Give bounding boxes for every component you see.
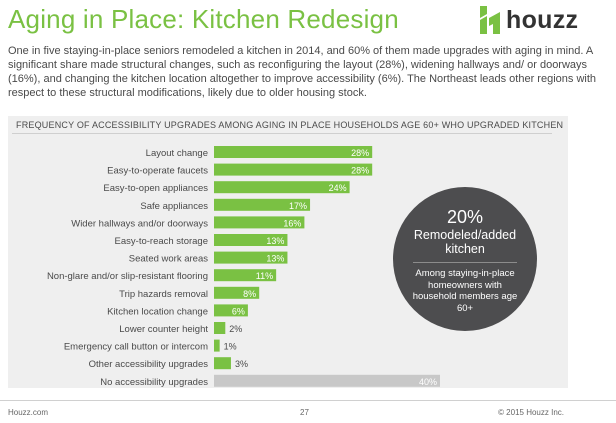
value-label: 3%	[235, 359, 248, 369]
category-label: Easy-to-operate faucets	[107, 166, 208, 177]
footer-site: Houzz.com	[8, 408, 49, 417]
callout-circle: 20% Remodeled/added kitchen Among stayin…	[393, 187, 537, 331]
bar	[214, 251, 288, 264]
bar	[214, 269, 277, 282]
chart-title-divider	[12, 133, 552, 134]
footer-copyright: © 2015 Houzz Inc.	[498, 408, 564, 417]
category-label: Kitchen location change	[107, 306, 208, 317]
category-label: Non-glare and/or slip-resistant flooring	[47, 271, 208, 282]
bar	[214, 181, 350, 194]
callout-note: Among staying-in-place homeowners with h…	[412, 268, 518, 314]
category-label: Other accessibility upgrades	[89, 359, 209, 370]
value-label: 17%	[289, 201, 307, 211]
page-title: Aging in Place: Kitchen Redesign	[8, 4, 399, 34]
category-label: Easy-to-open appliances	[103, 183, 208, 194]
bar	[214, 357, 231, 370]
footer-divider	[0, 400, 616, 401]
callout-label: Remodeled/added kitchen	[413, 228, 517, 256]
value-label: 13%	[266, 254, 284, 264]
category-label: Wider hallways and/or doorways	[71, 218, 208, 229]
logo-text: houzz	[506, 5, 579, 34]
value-label: 24%	[329, 183, 347, 193]
category-label: Safe appliances	[140, 201, 208, 212]
value-label: 1%	[224, 342, 237, 352]
chart-title: FREQUENCY OF ACCESSIBILITY UPGRADES AMON…	[16, 120, 564, 130]
bar	[214, 198, 311, 211]
bar	[214, 216, 305, 229]
value-label: 6%	[232, 306, 245, 316]
bar	[214, 304, 248, 317]
bar	[214, 234, 288, 246]
value-label: 11%	[256, 271, 273, 281]
bar	[214, 286, 260, 299]
houzz-logo: houzz	[480, 2, 600, 38]
footer-page-number: 27	[300, 408, 309, 417]
callout-divider	[413, 262, 517, 263]
value-label: 2%	[229, 324, 242, 334]
category-label: Lower counter height	[119, 324, 208, 335]
category-label: Easy-to-reach storage	[115, 236, 208, 247]
bar	[214, 322, 226, 334]
value-label: 28%	[351, 166, 369, 176]
bar	[214, 339, 220, 352]
callout-percent: 20%	[446, 207, 484, 227]
value-label: 16%	[283, 218, 301, 228]
value-label: 13%	[266, 236, 284, 246]
value-label: 8%	[243, 289, 256, 299]
category-label: Layout change	[146, 148, 208, 159]
value-label: 28%	[351, 148, 369, 158]
bar	[214, 146, 373, 158]
category-label: Seated work areas	[129, 254, 208, 265]
category-label: Trip hazards removal	[119, 289, 208, 300]
category-label: Emergency call button or intercom	[64, 342, 208, 353]
bar	[214, 163, 373, 176]
bar-chart: Layout change 28% Easy-to-operate faucets 2…	[47, 146, 440, 388]
bar	[214, 374, 440, 387]
category-label: No accessibility upgrades	[100, 377, 208, 388]
houzz-logo-icon	[480, 6, 500, 34]
value-label: 40%	[419, 377, 437, 387]
intro-paragraph: One in five staying-in-place seniors rem…	[8, 45, 597, 99]
